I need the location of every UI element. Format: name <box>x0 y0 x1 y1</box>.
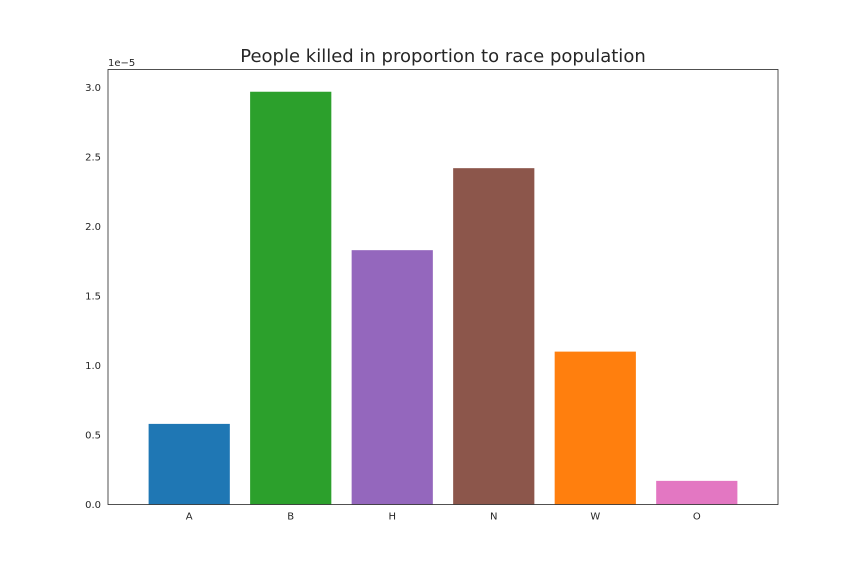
x-tick-label: W <box>590 512 600 523</box>
x-tick-label: O <box>693 512 701 523</box>
plot-frame <box>107 69 779 505</box>
bar-N <box>453 168 535 505</box>
y-tick-label: 1.5 <box>85 292 101 303</box>
bar-H <box>351 250 433 505</box>
chart-title: People killed in proportion to race popu… <box>240 46 645 67</box>
bar-W <box>554 351 636 505</box>
y-tick-label: 0.0 <box>85 500 101 511</box>
x-tick-label: B <box>287 512 294 523</box>
bars <box>148 91 738 505</box>
y-tick-label: 0.5 <box>85 431 101 442</box>
y-tick-label: 2.5 <box>85 153 101 164</box>
y-tick-label: 3.0 <box>85 83 101 94</box>
y-axis-ticks: 0.0 0.5 1.0 1.5 2.0 2.5 3.0 <box>85 83 101 511</box>
bar-B <box>250 91 332 505</box>
y-axis-offset-label: 1e−5 <box>108 58 135 69</box>
x-tick-label: A <box>186 512 193 523</box>
y-tick-label: 2.0 <box>85 222 101 233</box>
bar-A <box>148 423 230 505</box>
bar-O <box>656 480 738 505</box>
x-tick-label: H <box>388 512 396 523</box>
x-tick-label: N <box>490 512 497 523</box>
y-tick-label: 1.0 <box>85 361 101 372</box>
